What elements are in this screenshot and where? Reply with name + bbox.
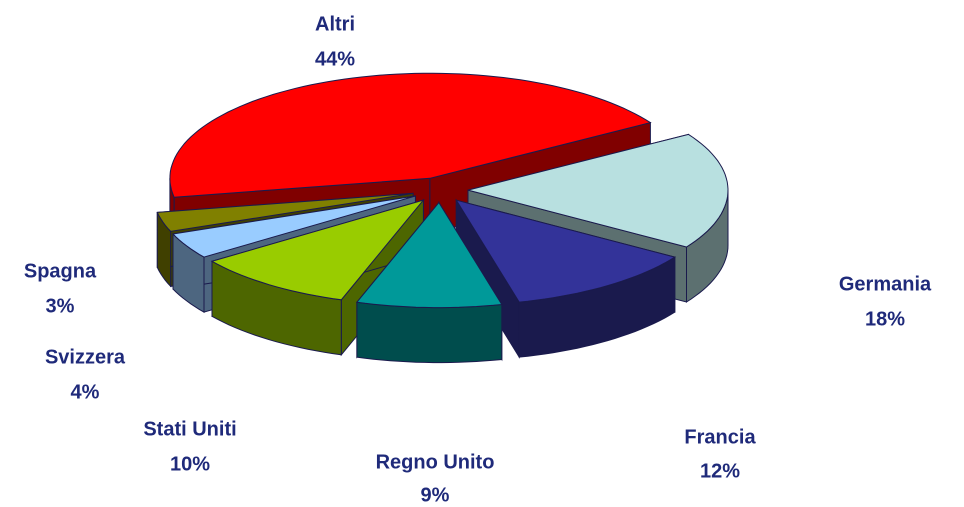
slice-value-label: 18% [865, 308, 905, 330]
slice-outer-wall [356, 301, 503, 364]
slice-top [156, 192, 414, 232]
slice-top [355, 201, 503, 309]
slice [355, 200, 503, 364]
slice-value-label: 10% [170, 453, 210, 475]
slice-label: Svizzera [45, 346, 126, 368]
slice-value-label: 3% [46, 295, 75, 317]
slice-value-label: 44% [315, 48, 355, 70]
slice-label: Stati Uniti [143, 418, 236, 440]
slice-label: Spagna [24, 260, 97, 282]
slice-top [455, 199, 677, 303]
slice-label: Francia [684, 426, 756, 448]
slice-top [467, 133, 729, 248]
slice [455, 198, 677, 359]
slice-label: Altri [315, 13, 355, 35]
slice-value-label: 12% [700, 460, 740, 482]
slice-value-label: 4% [71, 381, 100, 403]
slice-top [169, 72, 652, 198]
slice-top [171, 195, 416, 258]
slice-top [210, 199, 425, 301]
slice-label: Regno Unito [376, 451, 495, 473]
slice-value-label: 9% [421, 484, 450, 506]
slice-label: Germania [839, 273, 932, 295]
